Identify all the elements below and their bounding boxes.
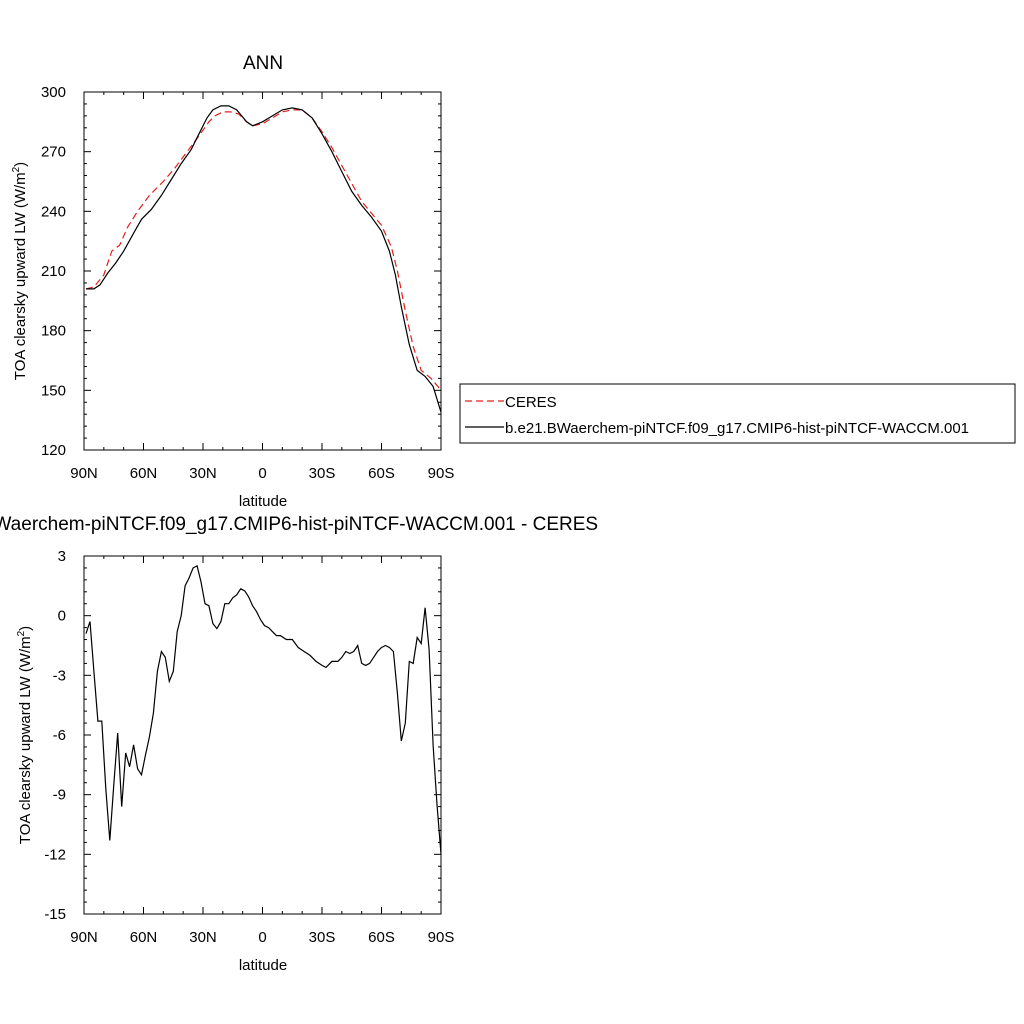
legend: CERES b.e21.BWaerchem-piNTCF.f09_g17.CMI… (459, 383, 1016, 444)
panel2-y-tick-label: -9 (53, 787, 66, 804)
panel1-x-tick-label: 30N (189, 465, 217, 482)
panel-annual-mean: ANN 90N 60N 30N 0 30S 60S 90S 120 150 180 210 240 27… (11, 53, 1016, 510)
panel2-x-tick-label: 30S (309, 929, 336, 946)
panel1-x-tick-label: 30S (309, 465, 336, 482)
panel2-y-axis-label: TOA clearsky upward LW (W/m2) (16, 626, 34, 844)
panel1-y-tick-label: 150 (41, 382, 66, 399)
panel2-y-axis-label-main: TOA clearsky upward LW (W/m (17, 636, 34, 844)
panel1-y-axis-label: TOA clearsky upward LW (W/m2) (11, 162, 29, 380)
panel1-plot-frame (83, 91, 442, 451)
panel2-y-tick-label: -6 (53, 727, 66, 744)
panel1-series-line-0 (85, 109, 442, 391)
panel2-y-axis-label-sup: 2 (16, 630, 27, 636)
panel1-y-tick-label: 210 (41, 263, 66, 280)
panel1-x-tick-label: 90N (70, 465, 98, 482)
panel2-y-tick-label: 0 (58, 608, 66, 625)
panel2-x-axis-label: latitude (239, 957, 287, 974)
panel2-series-line-0 (85, 565, 442, 855)
panel2-y-tick-label: 3 (58, 548, 66, 565)
panel1-series-line-1 (86, 105, 442, 413)
panel2-y-tick-label: -3 (53, 667, 66, 684)
panel2-title: b.e21.BWaerchem-piNTCF.f09_g17.CMIP6-his… (0, 514, 598, 535)
panel-difference: b.e21.BWaerchem-piNTCF.f09_g17.CMIP6-his… (0, 514, 598, 974)
panel1-y-tick-label: 270 (41, 144, 66, 161)
legend-label-ceres: CERES (505, 394, 557, 411)
panel2-x-tick-label: 90S (428, 929, 455, 946)
legend-box (459, 383, 1016, 444)
panel2-y-tick-label: -15 (44, 906, 66, 923)
panel1-y-tick-label: 120 (41, 442, 66, 459)
panel2-x-tick-label: 90N (70, 929, 98, 946)
panel2-x-tick-label: 30N (189, 929, 217, 946)
panel1-title: ANN (243, 53, 283, 74)
panel1-x-axis-label: latitude (239, 493, 287, 510)
panel1-y-tick-label: 300 (41, 84, 66, 101)
panel2-y-axis-label-tail: ) (17, 626, 34, 631)
panel1-y-tick-label: 180 (41, 323, 66, 340)
panel1-x-tick-label: 0 (258, 465, 266, 482)
panel1-y-tick-label: 240 (41, 203, 66, 220)
panel1-x-tick-label: 60N (130, 465, 158, 482)
panel2-plot-frame (83, 555, 442, 915)
panel2-x-tick-label: 60S (368, 929, 395, 946)
panel1-x-tick-label: 90S (428, 465, 455, 482)
panel1-y-axis-label-sup: 2 (11, 166, 22, 172)
panel1-x-tick-label: 60S (368, 465, 395, 482)
panel1-y-axis-label-tail: ) (12, 162, 29, 167)
panel2-y-tick-label: -12 (44, 846, 66, 863)
panel1-y-axis-label-main: TOA clearsky upward LW (W/m (12, 172, 29, 380)
panel2-x-tick-label: 0 (258, 929, 266, 946)
panel2-x-tick-label: 60N (130, 929, 158, 946)
legend-label-model: b.e21.BWaerchem-piNTCF.f09_g17.CMIP6-his… (505, 420, 969, 437)
